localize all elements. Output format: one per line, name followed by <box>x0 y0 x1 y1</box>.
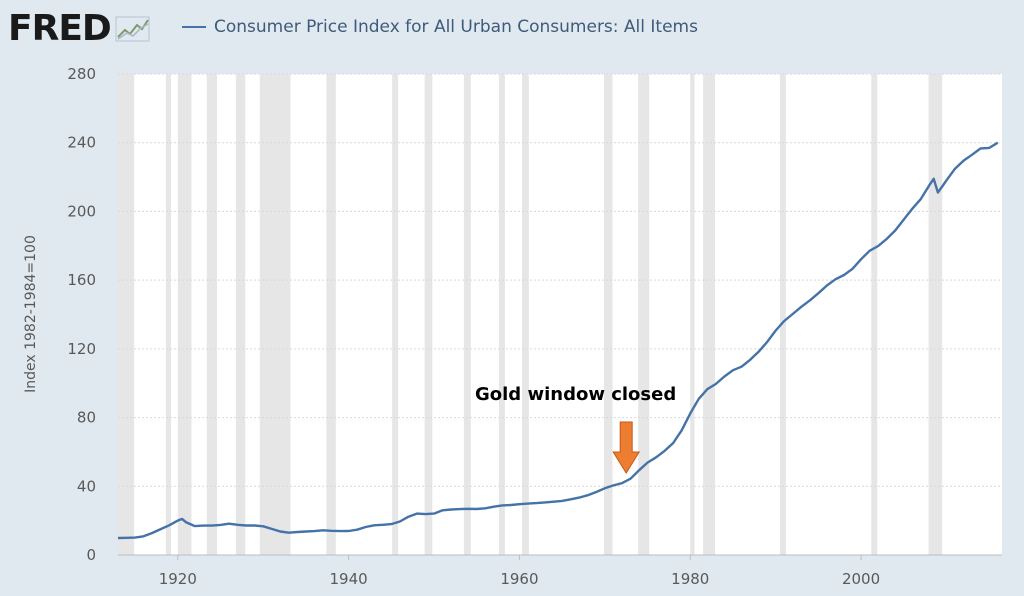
recession-band <box>928 74 943 555</box>
recession-band <box>424 74 433 555</box>
recession-band <box>165 74 171 555</box>
recession-band <box>177 74 192 555</box>
gridlines <box>118 73 1002 556</box>
recession-band <box>603 74 613 555</box>
x-tick-label: 1920 <box>159 570 197 588</box>
recession-band <box>463 74 471 555</box>
y-tick-label: 0 <box>86 546 96 564</box>
recession-band <box>498 74 505 555</box>
recession-band <box>638 74 650 555</box>
recession-band <box>779 74 786 555</box>
cpi-series-line <box>117 141 999 540</box>
legend-swatch <box>182 26 206 28</box>
x-tick-label: 1940 <box>330 570 368 588</box>
y-tick-label: 40 <box>77 477 96 495</box>
recession-band <box>259 74 291 555</box>
y-tick-label: 120 <box>67 340 96 358</box>
chart-legend: Consumer Price Index for All Urban Consu… <box>182 17 698 37</box>
legend-label: Consumer Price Index for All Urban Consu… <box>214 17 698 37</box>
y-tick-label: 80 <box>77 409 96 427</box>
recession-band <box>235 74 246 555</box>
y-tick-label: 280 <box>67 65 96 83</box>
recession-band <box>118 74 135 555</box>
plot-background <box>118 74 1002 555</box>
recession-band <box>206 74 218 555</box>
y-tick-label: 160 <box>67 271 96 289</box>
y-tick-label: 200 <box>67 202 96 220</box>
annotation-label: Gold window closed <box>475 384 677 405</box>
x-tick-label: 1980 <box>671 570 709 588</box>
y-axis-ticks: 0 40 80 120 160 200 240 280 <box>67 65 96 564</box>
arrow-down-icon <box>612 421 641 474</box>
recession-band <box>326 74 336 555</box>
recession-band <box>871 74 878 555</box>
y-tick-label: 240 <box>67 134 96 152</box>
annotation-arrow <box>612 421 641 474</box>
x-tick-label: 1960 <box>500 570 538 588</box>
recession-band <box>690 74 695 555</box>
fred-logo-text: FRED <box>8 8 112 49</box>
recession-band <box>392 74 399 555</box>
x-axis-ticks: 1920 1940 1960 1980 2000 <box>159 555 880 588</box>
trend-line-icon <box>115 16 150 42</box>
fred-logo: FRED <box>8 10 151 48</box>
recession-shading <box>118 74 943 555</box>
recession-band <box>703 74 716 555</box>
recession-band <box>521 74 529 555</box>
x-tick-label: 2000 <box>842 570 880 588</box>
